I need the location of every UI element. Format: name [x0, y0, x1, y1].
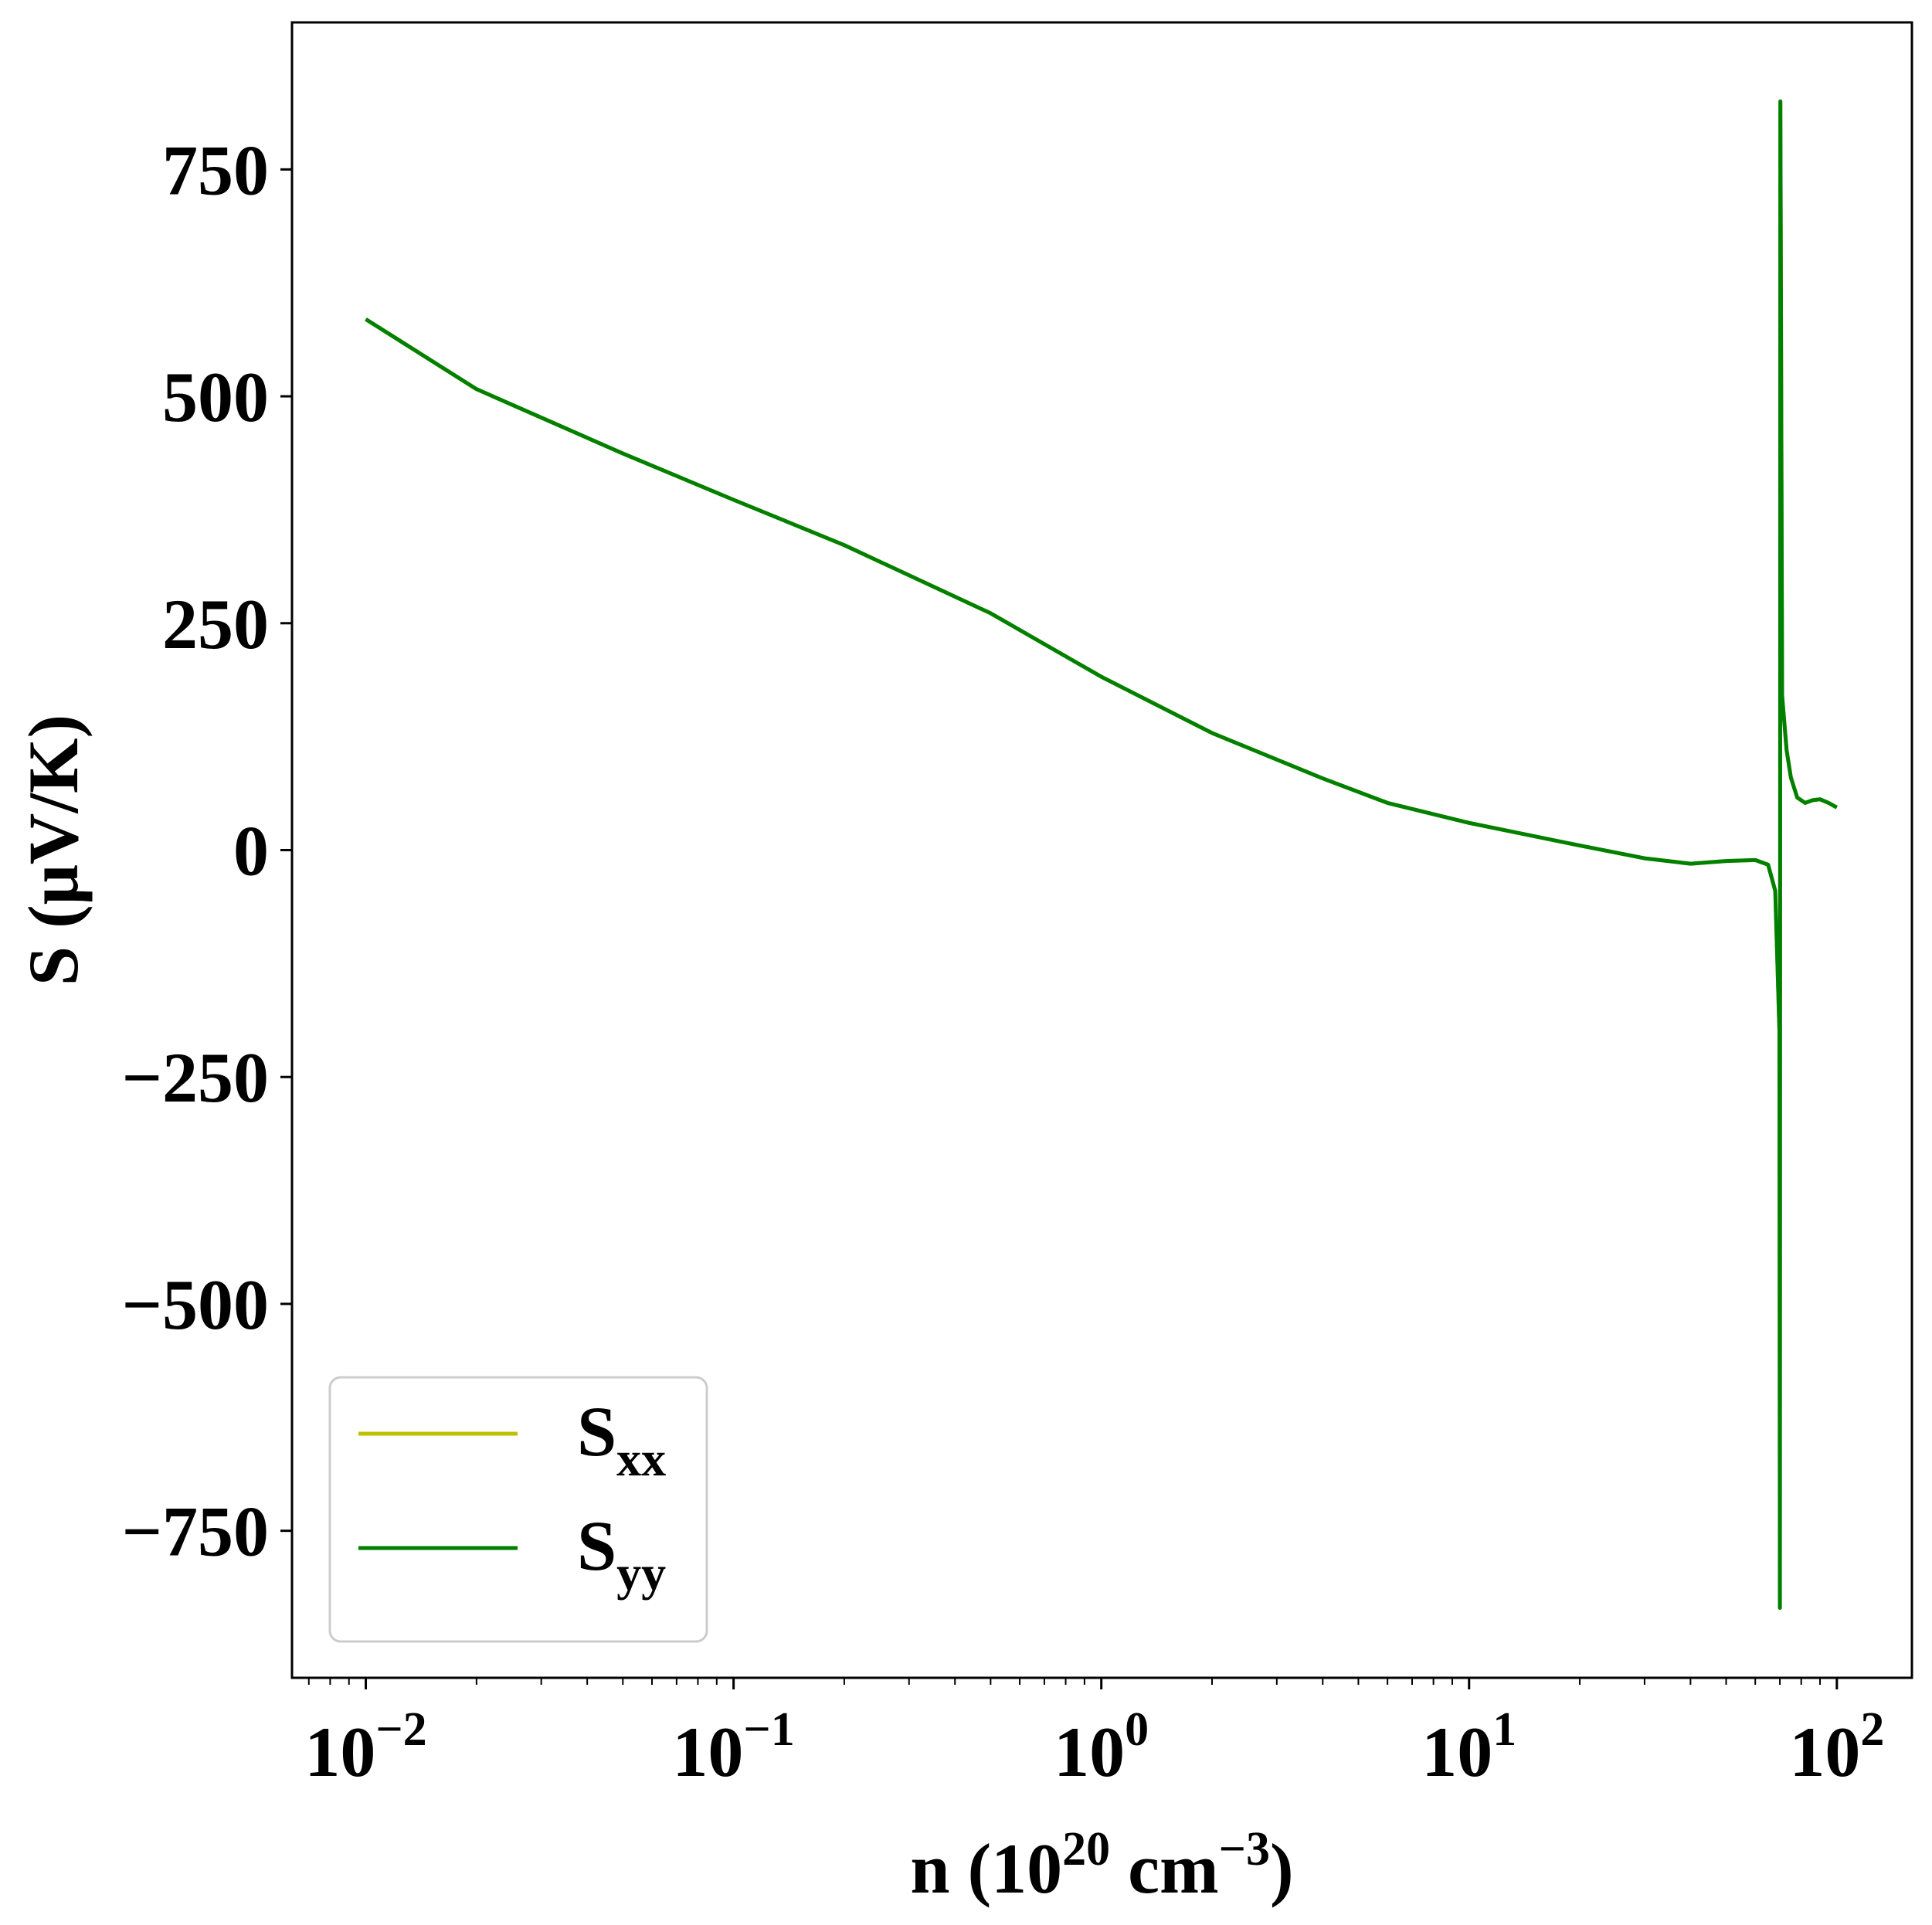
x-tick-label: 102: [1789, 1703, 1884, 1791]
y-tick-label: 500: [162, 358, 269, 436]
y-axis-label: S (μV/K): [14, 715, 93, 986]
x-axis-label: n (1020 cm−3): [910, 1823, 1293, 1908]
x-tick-label-base: 10: [1421, 1713, 1492, 1791]
x-tick-label: 100: [1054, 1703, 1149, 1791]
x-tick-label-exponent: −1: [743, 1703, 794, 1756]
x-tick-label-exponent: 1: [1492, 1703, 1516, 1756]
y-tick-label: 750: [162, 131, 269, 209]
y-tick-label: 250: [162, 585, 269, 664]
x-label-exp1: 20: [1062, 1823, 1110, 1876]
x-label-mid: cm: [1110, 1829, 1218, 1908]
legend-label-sxx: Sxx: [577, 1392, 666, 1486]
legend-label-sxx-main: S: [577, 1392, 616, 1471]
x-axis: 10−2 10−1 100 101 102: [304, 1678, 1884, 1791]
legend-label-syy-main: S: [577, 1506, 616, 1585]
x-tick-label-base: 10: [1789, 1713, 1860, 1791]
x-tick-label: 10−1: [672, 1703, 794, 1791]
x-label-prefix: n (10: [910, 1829, 1062, 1908]
y-axis: −750 −500 −250 0 250 500 750: [122, 131, 292, 1571]
x-tick-label-exponent: 0: [1125, 1703, 1149, 1756]
x-tick-label-exponent: −2: [375, 1703, 426, 1756]
y-tick-label: −250: [122, 1038, 269, 1117]
plot-lines: [365, 99, 1839, 1610]
legend-label-sxx-sub: xx: [616, 1431, 666, 1486]
legend: Sxx Syy: [328, 1376, 708, 1643]
legend-box: [328, 1376, 708, 1643]
x-label-suffix: ): [1270, 1829, 1294, 1908]
legend-label-syy-sub: yy: [616, 1546, 666, 1601]
legend-label-syy: Syy: [577, 1506, 666, 1601]
x-tick-label-base: 10: [1054, 1713, 1125, 1791]
y-tick-label: 0: [233, 812, 269, 891]
x-tick-label-exponent: 2: [1860, 1703, 1884, 1756]
x-tick-label: 101: [1421, 1703, 1516, 1791]
x-label-exp2: −3: [1219, 1823, 1270, 1876]
series-line-syy: [365, 99, 1839, 1610]
x-tick-label-base: 10: [304, 1713, 375, 1791]
x-tick-label-base: 10: [672, 1713, 743, 1791]
y-tick-label: −500: [122, 1265, 269, 1344]
y-tick-label: −750: [122, 1492, 269, 1571]
x-tick-label: 10−2: [304, 1703, 426, 1791]
